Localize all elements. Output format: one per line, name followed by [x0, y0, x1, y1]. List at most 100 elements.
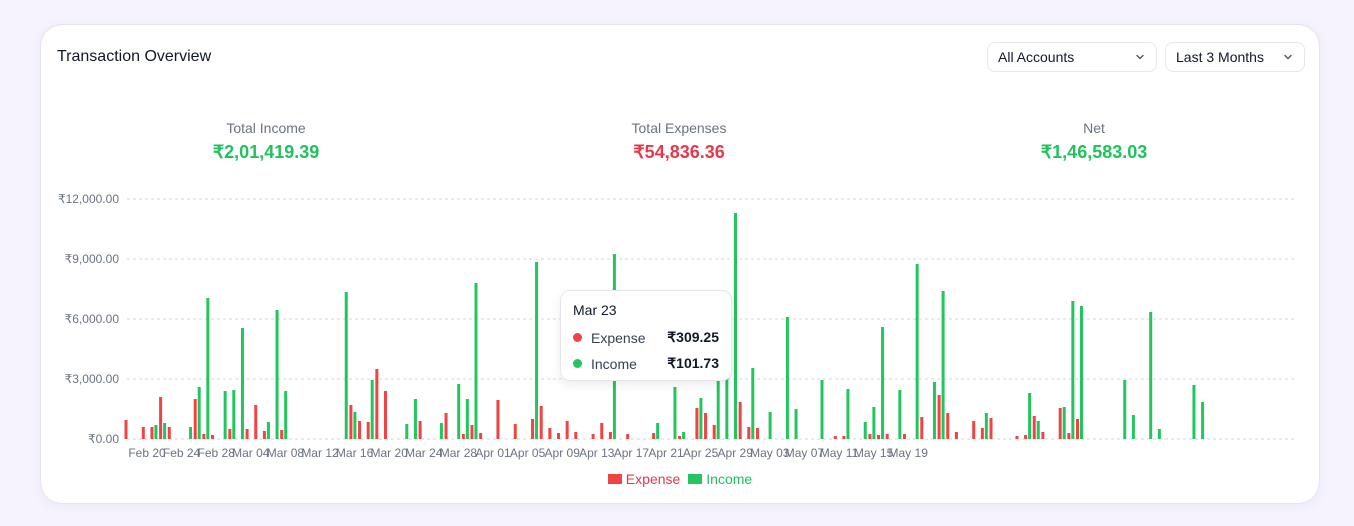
expense-bar[interactable]: [479, 433, 483, 439]
expense-bar[interactable]: [375, 369, 379, 439]
expense-bar[interactable]: [954, 432, 958, 439]
expense-bar[interactable]: [1015, 436, 1019, 439]
date-range-select[interactable]: Last 3 Months: [1165, 42, 1305, 72]
expense-bar[interactable]: [418, 421, 422, 439]
expense-bar[interactable]: [1024, 435, 1028, 439]
income-bar[interactable]: [872, 407, 876, 439]
expense-bar[interactable]: [608, 432, 612, 439]
legend-item-income[interactable]: Income: [688, 471, 752, 487]
expense-bar[interactable]: [496, 400, 500, 439]
income-bar[interactable]: [768, 412, 772, 439]
income-bar[interactable]: [535, 262, 539, 439]
income-bar[interactable]: [1123, 380, 1127, 439]
income-bar[interactable]: [915, 264, 919, 439]
income-bar[interactable]: [189, 427, 193, 439]
expense-bar[interactable]: [228, 429, 232, 439]
income-bar[interactable]: [439, 423, 443, 439]
expense-bar[interactable]: [557, 433, 560, 439]
expense-bar[interactable]: [150, 427, 154, 439]
income-bar[interactable]: [734, 213, 737, 439]
income-bar[interactable]: [223, 391, 227, 439]
expense-bar[interactable]: [444, 413, 448, 439]
income-bar[interactable]: [1149, 312, 1153, 439]
income-bar[interactable]: [284, 391, 288, 439]
income-bar[interactable]: [820, 380, 824, 439]
expense-bar[interactable]: [868, 434, 872, 439]
expense-bar[interactable]: [531, 419, 535, 439]
expense-bar[interactable]: [124, 420, 128, 439]
expense-bar[interactable]: [747, 427, 751, 439]
expense-bar[interactable]: [262, 431, 266, 439]
income-bar[interactable]: [344, 292, 348, 439]
income-bar[interactable]: [206, 298, 210, 439]
expense-bar[interactable]: [704, 413, 708, 439]
income-bar[interactable]: [984, 413, 988, 439]
expense-bar[interactable]: [920, 417, 924, 439]
income-bar[interactable]: [1062, 407, 1066, 439]
expense-bar[interactable]: [946, 413, 950, 439]
income-bar[interactable]: [785, 317, 789, 439]
expense-bar[interactable]: [755, 428, 759, 439]
expense-bar[interactable]: [202, 434, 206, 439]
expense-bar[interactable]: [548, 428, 552, 439]
expense-bar[interactable]: [141, 427, 145, 439]
income-bar[interactable]: [682, 432, 686, 439]
expense-bar[interactable]: [591, 434, 595, 439]
income-bar[interactable]: [154, 425, 158, 439]
expense-bar[interactable]: [600, 423, 604, 439]
expense-bar[interactable]: [366, 422, 370, 439]
income-bar[interactable]: [405, 424, 409, 439]
expense-bar[interactable]: [1041, 432, 1045, 439]
expense-bar[interactable]: [842, 436, 846, 439]
income-bar[interactable]: [1028, 393, 1032, 439]
expense-bar[interactable]: [937, 395, 941, 439]
income-bar[interactable]: [465, 399, 469, 439]
income-bar[interactable]: [266, 422, 270, 439]
expense-bar[interactable]: [980, 428, 984, 439]
expense-bar[interactable]: [833, 436, 837, 439]
income-bar[interactable]: [699, 398, 703, 439]
income-bar[interactable]: [673, 387, 677, 439]
income-bar[interactable]: [1192, 385, 1196, 439]
expense-bar[interactable]: [539, 406, 543, 439]
expense-bar[interactable]: [695, 408, 699, 439]
income-bar[interactable]: [941, 291, 945, 439]
expense-bar[interactable]: [877, 435, 881, 439]
income-bar[interactable]: [1036, 421, 1040, 439]
income-bar[interactable]: [898, 390, 902, 439]
expense-bar[interactable]: [461, 434, 465, 439]
income-bar[interactable]: [846, 389, 850, 439]
income-bar[interactable]: [1201, 402, 1205, 439]
income-bar[interactable]: [197, 387, 201, 439]
expense-bar[interactable]: [349, 405, 353, 439]
income-bar[interactable]: [1131, 415, 1135, 439]
income-bar[interactable]: [1080, 306, 1083, 439]
income-bar[interactable]: [1157, 429, 1161, 439]
expense-bar[interactable]: [280, 430, 284, 439]
income-bar[interactable]: [656, 423, 660, 439]
expense-bar[interactable]: [167, 427, 171, 439]
expense-bar[interactable]: [245, 429, 249, 439]
legend-item-expense[interactable]: Expense: [607, 471, 680, 487]
expense-bar[interactable]: [1058, 408, 1062, 439]
income-bar[interactable]: [413, 399, 417, 439]
income-bar[interactable]: [370, 380, 374, 439]
expense-bar[interactable]: [358, 421, 362, 439]
income-bar[interactable]: [163, 423, 167, 439]
expense-bar[interactable]: [652, 433, 656, 439]
expense-bar[interactable]: [470, 425, 474, 439]
income-bar[interactable]: [863, 422, 867, 439]
expense-bar[interactable]: [159, 397, 163, 439]
income-bar[interactable]: [275, 310, 279, 439]
expense-bar[interactable]: [712, 425, 716, 439]
income-bar[interactable]: [240, 328, 244, 439]
account-select[interactable]: All Accounts: [987, 42, 1157, 72]
expense-bar[interactable]: [972, 421, 976, 439]
expense-bar[interactable]: [1067, 433, 1071, 439]
expense-bar[interactable]: [254, 405, 258, 439]
expense-bar[interactable]: [193, 399, 197, 439]
income-bar[interactable]: [232, 390, 236, 439]
expense-bar[interactable]: [678, 436, 682, 439]
expense-bar[interactable]: [513, 424, 517, 439]
income-bar[interactable]: [881, 327, 885, 439]
